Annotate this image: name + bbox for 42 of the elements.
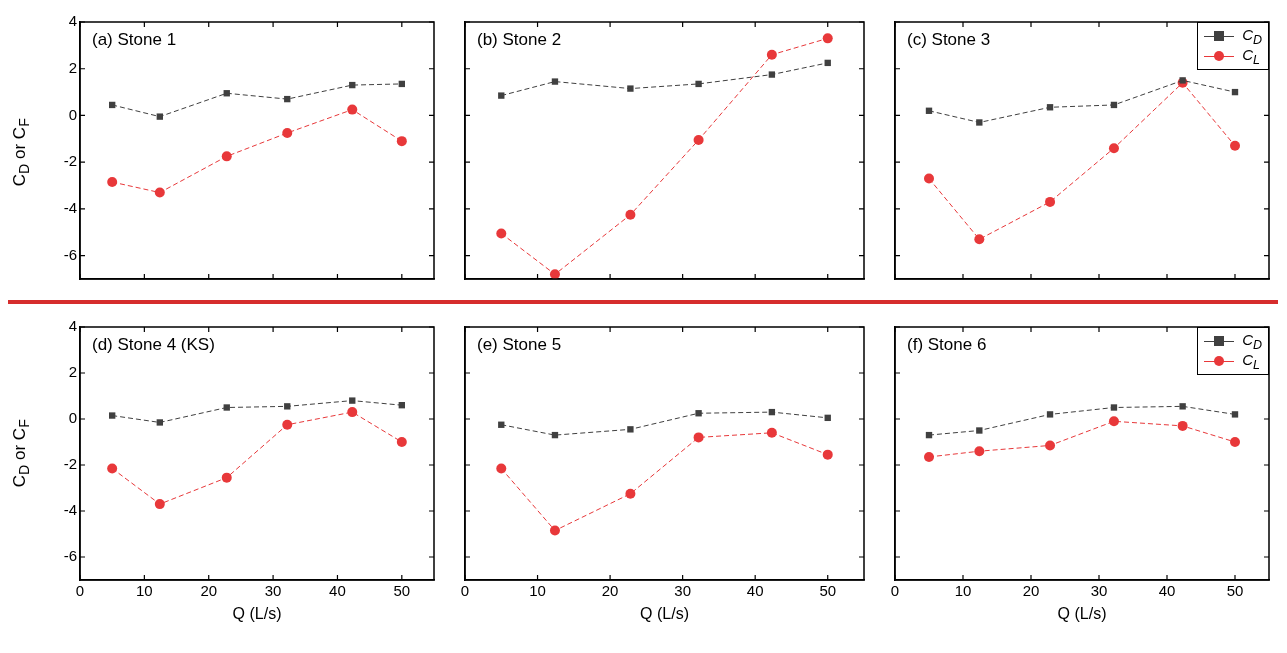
x-tick-label: 0 (890, 582, 900, 600)
y-tick-label: -4 (63, 199, 77, 217)
y-tick-label: -6 (63, 245, 77, 263)
x-tick-label: 20 (601, 582, 619, 600)
x-tick-label: 20 (1022, 582, 1040, 600)
x-tick-label: 10 (954, 582, 972, 600)
y-tick-label: 0 (68, 105, 77, 123)
y-tick-label: 2 (68, 58, 77, 76)
text: (a) Stone 1 (92, 30, 177, 50)
x-tick-label: 0 (460, 582, 470, 600)
x-tick-label: 40 (1158, 582, 1176, 600)
x-tick-label: 10 (136, 582, 153, 600)
x-tick-label: 40 (329, 582, 346, 600)
x-tick-label: 40 (746, 582, 764, 600)
x-tick-label: 50 (819, 582, 837, 600)
x-axis-title: Q (L/s) (232, 604, 282, 622)
legend-label: C$_{L}$ (1242, 45, 1260, 67)
x-axis-title: Q (L/s) (1057, 604, 1107, 622)
text: (e) Stone 5 (477, 335, 562, 355)
legend-label: C$_{D}$ (1242, 25, 1262, 47)
text: (b) Stone 2 (477, 30, 562, 50)
y-tick-label: 2 (68, 363, 77, 381)
y-tick-label: -6 (63, 547, 77, 565)
y-tick-label: -2 (63, 455, 77, 473)
x-tick-label: 30 (674, 582, 691, 600)
y-tick-label: -4 (63, 501, 77, 519)
y-tick-label: -2 (63, 152, 77, 170)
text: (d) Stone 4 (KS) (92, 335, 215, 355)
legend-label: C$_{L}$ (1242, 350, 1260, 372)
x-tick-label: 50 (393, 582, 411, 600)
x-axis-title: Q (L/s) (640, 604, 689, 622)
x-tick-label: 20 (200, 582, 218, 600)
x-tick-label: 10 (529, 582, 546, 600)
x-tick-label: 50 (1226, 582, 1244, 600)
x-tick-label: 30 (264, 582, 282, 600)
x-tick-label: 30 (1090, 582, 1108, 600)
y-tick-label: 4 (68, 317, 77, 335)
y-tick-label: 4 (68, 12, 77, 30)
y-tick-label: 0 (68, 409, 77, 427)
text: (f) Stone 6 (907, 335, 987, 355)
text: (c) Stone 3 (907, 30, 991, 50)
legend-label: C$_{D}$ (1242, 330, 1262, 352)
